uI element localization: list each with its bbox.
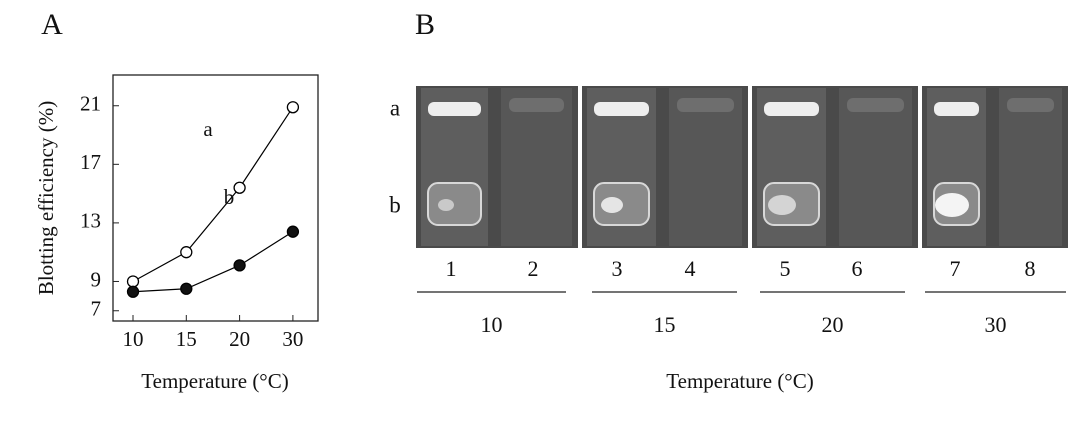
gel-spot [768, 195, 796, 215]
gel-band [1007, 98, 1054, 112]
data-point [233, 181, 246, 194]
x-axis-label: Temperature (°C) [666, 369, 813, 393]
gel-band [934, 102, 979, 116]
gel-spot [438, 199, 454, 211]
data-point [286, 225, 300, 238]
data-point [233, 259, 246, 272]
x-tick-label: 15 [176, 327, 197, 351]
series-line [132, 231, 294, 293]
data-point [126, 275, 140, 288]
gel-spot [427, 182, 482, 226]
group-label: 20 [822, 312, 844, 337]
y-tick-label: 7 [91, 297, 102, 321]
lane-label: 3 [612, 256, 623, 281]
series-label: a [203, 117, 213, 141]
lane-label: 7 [950, 256, 961, 281]
group-label: 15 [654, 312, 676, 337]
lane-label: 6 [852, 256, 863, 281]
group-label: 30 [985, 312, 1007, 337]
plot-frame [112, 74, 319, 322]
gel-band [677, 98, 734, 112]
x-tick-label: 10 [123, 327, 144, 351]
gel-band [428, 102, 481, 116]
gel-lane [669, 88, 742, 246]
lane-label: 1 [446, 256, 457, 281]
y-tick-label: 9 [91, 267, 102, 291]
x-tick-label: 30 [282, 327, 303, 351]
lane-label: 8 [1025, 256, 1036, 281]
series-label: b [224, 185, 235, 209]
gel-band [509, 98, 564, 112]
group-label: 10 [481, 312, 503, 337]
lane-label: 5 [780, 256, 791, 281]
lane-label: 4 [685, 256, 696, 281]
gel-lane [999, 88, 1062, 246]
gel-band [847, 98, 904, 112]
y-tick-label: 17 [80, 150, 101, 174]
gel-band [764, 102, 819, 116]
data-point [180, 246, 193, 259]
y-tick-label: 21 [80, 92, 101, 116]
gel-lane [839, 88, 912, 246]
gel-lane [501, 88, 572, 246]
panel-label: B [415, 8, 435, 41]
x-axis-label: Temperature (°C) [141, 369, 288, 393]
x-tick-label: 20 [229, 327, 250, 351]
gel-spot [935, 193, 969, 217]
data-point [286, 101, 300, 114]
y-axis-label: Blotting efficiency (%) [34, 101, 58, 295]
panel-label: A [41, 8, 63, 41]
data-point [180, 282, 193, 295]
lane-label: 2 [528, 256, 539, 281]
row-label: b [389, 192, 401, 217]
series-line [132, 106, 294, 282]
gel-spot [601, 197, 623, 213]
gel-band [594, 102, 649, 116]
row-label: a [390, 95, 400, 120]
y-tick-label: 13 [80, 209, 101, 233]
data-point [126, 285, 140, 298]
